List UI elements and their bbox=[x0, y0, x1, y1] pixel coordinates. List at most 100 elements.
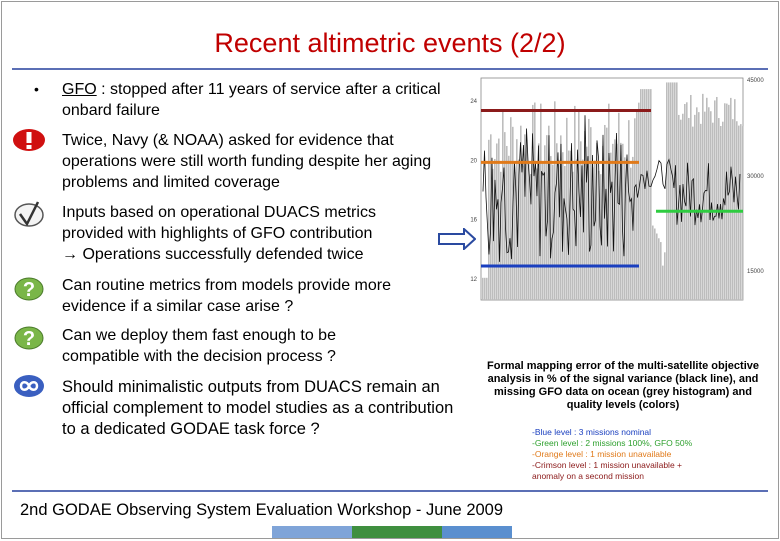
histogram-bar bbox=[728, 104, 730, 301]
histogram-bar bbox=[610, 152, 612, 300]
histogram-bar bbox=[542, 163, 544, 300]
histogram-bar bbox=[560, 135, 562, 300]
mapping-error-line bbox=[482, 115, 741, 262]
histogram-bar bbox=[686, 102, 688, 300]
bullet-gfo-text: : stopped after 11 years of service afte… bbox=[62, 81, 441, 119]
histogram-bar bbox=[584, 131, 586, 300]
legend-orange: -Orange level : 1 mission unavailable bbox=[532, 449, 672, 459]
histogram-bar bbox=[726, 103, 728, 300]
histogram-bar bbox=[526, 140, 528, 300]
histogram-bar bbox=[494, 158, 496, 300]
histogram-bar bbox=[670, 82, 672, 300]
histogram-bar bbox=[666, 82, 668, 300]
legend-green: -Green level : 2 missions 100%, GFO 50% bbox=[532, 438, 693, 448]
histogram-bar bbox=[486, 277, 488, 300]
histogram-bar bbox=[552, 164, 554, 300]
slide-title: Recent altimetric events (2/2) bbox=[214, 28, 566, 58]
histogram-bar bbox=[642, 89, 644, 300]
histogram-bar bbox=[496, 143, 498, 300]
histogram-bar bbox=[578, 109, 580, 300]
checkmark-icon bbox=[14, 201, 44, 227]
footer-stripe-lightblue bbox=[442, 526, 512, 538]
footer-stripe-green bbox=[352, 526, 442, 538]
bullet-duacs-outputs: Should minimalistic outputs from DUACS r… bbox=[62, 378, 454, 438]
footer-divider bbox=[12, 490, 768, 492]
histogram-bar bbox=[716, 96, 718, 301]
footer-text: 2nd GODAE Observing System Evaluation Wo… bbox=[20, 501, 504, 519]
histogram-bar bbox=[570, 150, 572, 300]
histogram-bar bbox=[586, 146, 588, 300]
histogram-bar bbox=[660, 242, 662, 300]
histogram-bar bbox=[704, 111, 706, 300]
bullet-routine-metrics: Can routine metrics from models provide … bbox=[62, 277, 392, 315]
histogram-bar bbox=[702, 93, 704, 300]
histogram-bar bbox=[522, 165, 524, 300]
histogram-bar bbox=[656, 233, 658, 300]
histogram-bar bbox=[692, 126, 694, 300]
right-arrow-icon: → bbox=[62, 246, 78, 263]
histogram-bar bbox=[594, 160, 596, 300]
mapping-error-chart: 24 20 16 12 45000 30000 15000 bbox=[470, 77, 764, 301]
histogram-bar bbox=[706, 97, 708, 301]
histogram-bar bbox=[576, 159, 578, 300]
histogram-bar bbox=[596, 142, 598, 300]
histogram-bar bbox=[590, 127, 592, 300]
histogram-bar bbox=[646, 89, 648, 300]
histogram-bar bbox=[648, 89, 650, 300]
histogram-bar bbox=[668, 82, 670, 300]
histogram-bar bbox=[658, 238, 660, 300]
histogram-bar bbox=[484, 277, 486, 300]
histogram-bar bbox=[550, 156, 552, 300]
y-tick-left: 20 bbox=[470, 158, 477, 164]
histogram-bar bbox=[510, 117, 512, 301]
histogram-bar bbox=[650, 89, 652, 300]
histogram-bar bbox=[628, 120, 630, 300]
histogram-bar bbox=[674, 82, 676, 300]
histogram-bar bbox=[652, 225, 654, 300]
histogram-bar bbox=[676, 82, 678, 300]
histogram-bar bbox=[520, 125, 522, 300]
legend-crimson-2: anomaly on a second mission bbox=[532, 471, 644, 481]
big-right-arrow-icon bbox=[438, 228, 476, 250]
histogram-bar bbox=[518, 159, 520, 300]
histogram-bar bbox=[636, 111, 638, 301]
legend-crimson: -Crimson level : 1 mission unavailable + bbox=[532, 460, 682, 470]
histogram-bar bbox=[664, 252, 666, 300]
histogram-bar bbox=[524, 134, 526, 300]
histogram-bar bbox=[582, 159, 584, 300]
histogram-bar bbox=[714, 100, 716, 300]
quality-legend: -Blue level : 3 missions nominal -Green … bbox=[532, 427, 772, 482]
histogram-bar bbox=[568, 150, 570, 300]
histogram-bar bbox=[546, 135, 548, 300]
gfo-link[interactable]: GFO bbox=[62, 81, 97, 98]
histogram-bar bbox=[662, 265, 664, 300]
y-tick-left: 12 bbox=[470, 277, 477, 283]
histogram-bar bbox=[622, 143, 624, 300]
histogram-bar bbox=[502, 109, 504, 301]
footer-stripe-blue bbox=[272, 526, 352, 538]
histogram-bar bbox=[654, 228, 656, 300]
svg-text:?: ? bbox=[23, 328, 35, 350]
histogram-bar bbox=[696, 107, 698, 300]
question-icon: ? bbox=[14, 326, 44, 350]
histogram-bar bbox=[720, 126, 722, 300]
legend-blue: -Blue level : 3 missions nominal bbox=[532, 427, 652, 437]
histogram-bar bbox=[598, 170, 600, 300]
histogram-bar bbox=[634, 118, 636, 300]
histogram-bar bbox=[732, 119, 734, 300]
histogram-bar bbox=[574, 105, 576, 300]
histogram-bar bbox=[630, 167, 632, 300]
histogram-bar bbox=[572, 171, 574, 300]
y-tick-left: 24 bbox=[470, 99, 477, 105]
histogram-bar bbox=[566, 117, 568, 300]
histogram-bar bbox=[698, 112, 700, 300]
bullet-deploy-fast: Can we deploy them fast enough to be com… bbox=[62, 327, 336, 365]
histogram-bar bbox=[710, 111, 712, 300]
y-tick-left: 16 bbox=[470, 218, 477, 224]
title-divider bbox=[12, 68, 768, 70]
bullet-inputs: Inputs based on operational DUACS metric… bbox=[62, 202, 442, 265]
histogram-bar bbox=[608, 103, 610, 300]
histogram-bar bbox=[482, 277, 484, 300]
exclamation-icon bbox=[13, 129, 45, 151]
question-icon: ? bbox=[14, 277, 44, 301]
